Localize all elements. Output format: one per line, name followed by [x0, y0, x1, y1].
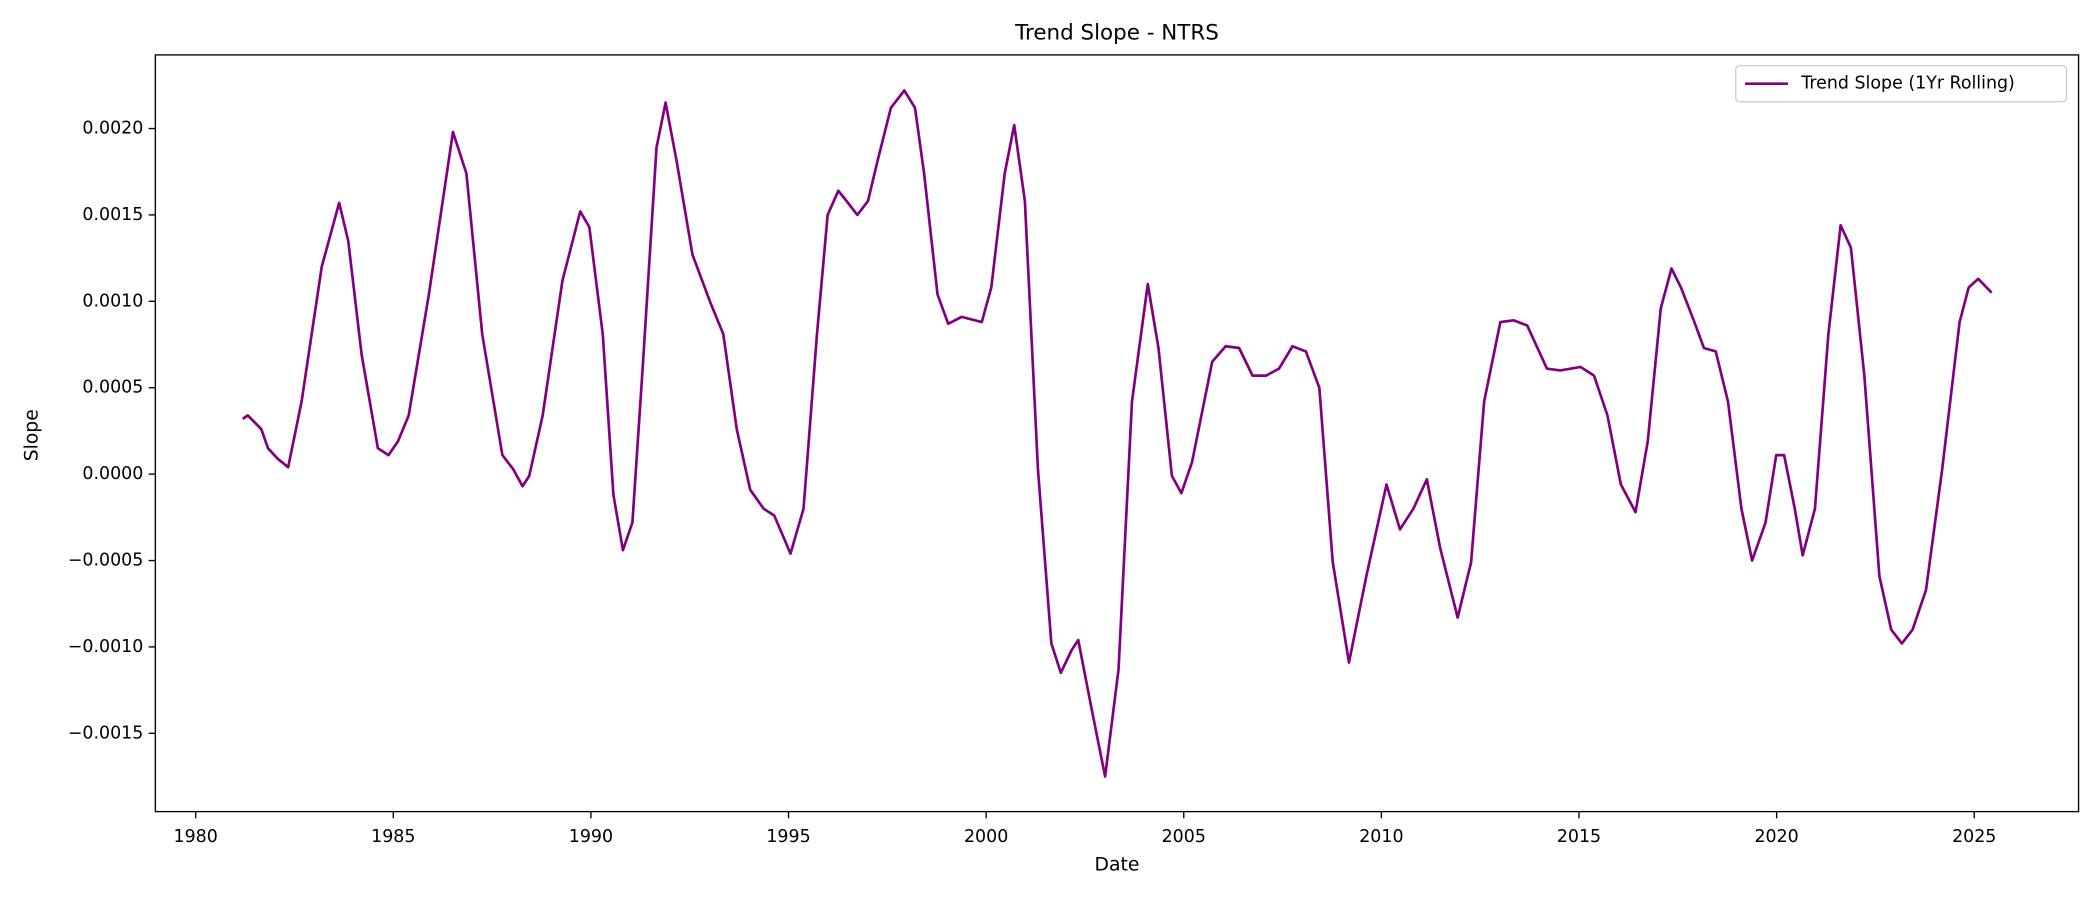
y-tick-label: 0.0020: [82, 119, 143, 139]
x-tick-label: 1990: [569, 827, 613, 847]
legend-box: [1735, 64, 2068, 103]
plot-frame: [154, 54, 2080, 813]
x-tick-label: 2005: [1162, 827, 1206, 847]
series-line: [241, 89, 1993, 778]
x-axis-label: Date: [1095, 855, 1140, 876]
y-tick-label: −0.0015: [68, 723, 144, 743]
x-tick-label: 1980: [174, 827, 218, 847]
x-tick-label: 2020: [1754, 827, 1798, 847]
y-tick-label: 0.0010: [82, 291, 143, 311]
x-tick-label: 1995: [766, 827, 810, 847]
x-tick-label: 2025: [1952, 827, 1996, 847]
y-tick-label: −0.0010: [68, 637, 144, 657]
x-tick-label: 1985: [371, 827, 415, 847]
legend-label: Trend Slope (1Yr Rolling): [1800, 74, 2015, 94]
x-tick-label: 2010: [1359, 827, 1403, 847]
x-tick-label: 2015: [1557, 827, 1601, 847]
y-tick-label: 0.0015: [82, 205, 143, 225]
y-tick-label: 0.0000: [82, 464, 143, 484]
y-tick-label: −0.0005: [68, 551, 144, 571]
chart-title: Trend Slope - NTRS: [1014, 20, 1219, 45]
y-tick-label: 0.0005: [82, 378, 143, 398]
y-axis-label: Slope: [22, 409, 43, 461]
x-tick-label: 2000: [964, 827, 1008, 847]
